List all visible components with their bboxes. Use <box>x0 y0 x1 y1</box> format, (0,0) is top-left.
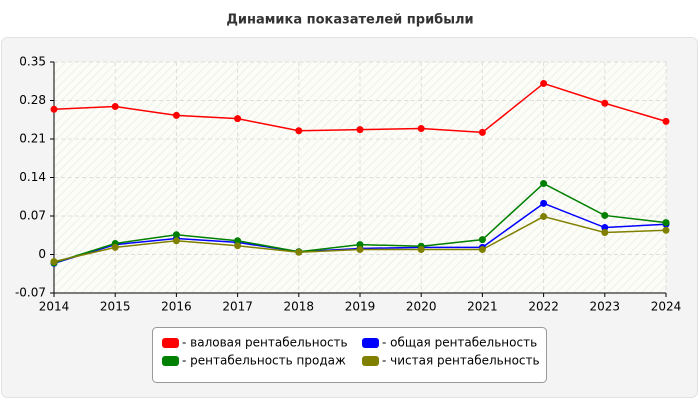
data-point <box>172 111 180 119</box>
data-point <box>234 242 242 250</box>
y-tick-label: 0.07 <box>19 209 46 223</box>
x-tick-label: 2018 <box>284 300 315 314</box>
data-point <box>601 229 609 236</box>
data-point <box>172 237 180 245</box>
data-point <box>172 231 180 239</box>
legend-swatch <box>162 356 179 366</box>
y-tick-label: 0 <box>38 247 46 261</box>
x-tick-label: 2015 <box>100 300 131 314</box>
x-tick-label: 2017 <box>222 300 253 314</box>
data-point <box>295 127 303 135</box>
data-point <box>601 224 609 232</box>
y-tick-label: 0.35 <box>19 55 46 69</box>
legend <box>152 327 547 383</box>
data-point <box>50 258 58 266</box>
data-point <box>662 117 670 125</box>
x-tick-label: 2016 <box>161 300 192 314</box>
data-point <box>662 226 670 234</box>
data-point <box>540 199 548 207</box>
data-point <box>234 237 242 245</box>
legend-label: - рентабельность продаж <box>182 354 346 368</box>
y-tick-label: -0.07 <box>15 286 46 300</box>
legend-swatch <box>362 338 379 348</box>
legend-swatch <box>362 356 379 366</box>
legend-label: - общая рентабельность <box>382 336 537 350</box>
chart-title: Динамика показателей прибыли <box>226 13 473 28</box>
data-point <box>540 180 548 188</box>
data-point <box>540 79 548 87</box>
data-point <box>356 241 364 249</box>
data-point <box>356 246 364 254</box>
data-point <box>356 126 364 134</box>
data-point <box>111 103 119 111</box>
y-tick-label: 0.28 <box>19 93 46 107</box>
data-point <box>417 246 425 254</box>
legend-swatch <box>162 338 179 348</box>
data-point <box>601 99 609 107</box>
x-tick-label: 2023 <box>590 300 621 314</box>
data-point <box>234 115 242 123</box>
data-point <box>540 213 548 221</box>
legend-label: - чистая рентабельность <box>382 354 540 368</box>
data-point <box>478 236 486 244</box>
x-tick-label: 2014 <box>39 300 70 314</box>
legend-label: - валовая рентабельность <box>182 336 348 350</box>
x-tick-label: 2021 <box>467 300 498 314</box>
data-point <box>50 105 58 113</box>
data-point <box>111 243 119 251</box>
y-tick-label: 0.14 <box>19 170 46 184</box>
data-point <box>478 128 486 136</box>
data-point <box>601 211 609 219</box>
y-tick-label: 0.21 <box>19 132 46 146</box>
data-point <box>662 219 670 227</box>
x-tick-label: 2019 <box>345 300 376 314</box>
x-tick-label: 2022 <box>528 300 559 314</box>
data-point <box>417 125 425 133</box>
x-tick-label: 2020 <box>406 300 437 314</box>
data-point <box>295 248 303 256</box>
data-point <box>478 246 486 254</box>
x-tick-label: 2024 <box>651 300 682 314</box>
